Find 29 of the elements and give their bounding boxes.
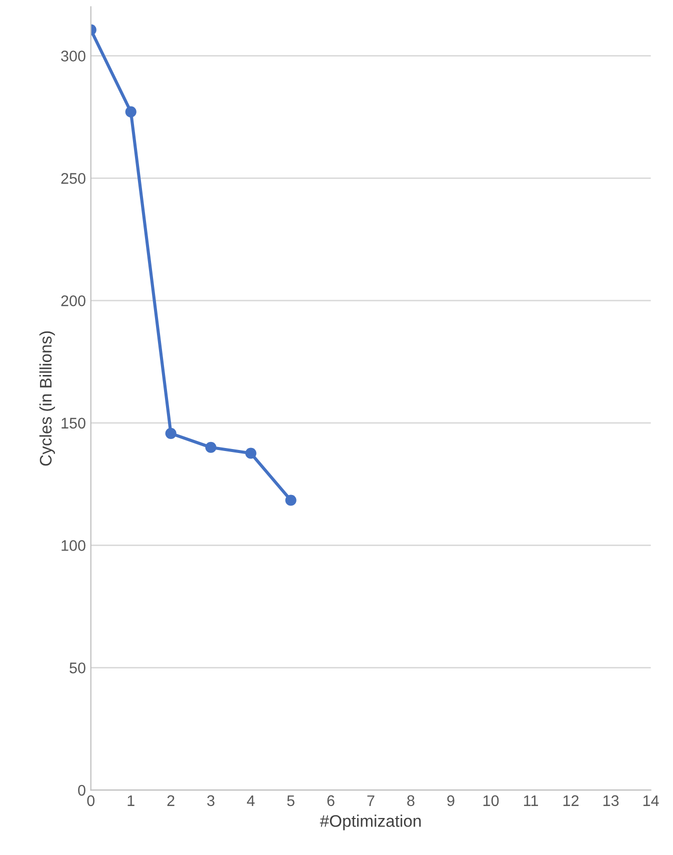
x-tick-label: 3: [207, 795, 214, 806]
x-tick-label: 11: [524, 795, 538, 806]
point: [165, 428, 176, 439]
y-tick-label: 100: [62, 540, 86, 551]
x-axis-title: #Optimization: [320, 814, 421, 830]
x-tick-label: 7: [367, 795, 374, 806]
x-tick-label: 5: [287, 795, 294, 806]
y-axis-title: Cycles (in Billions): [39, 331, 55, 466]
point: [245, 448, 256, 459]
x-tick-label: 14: [643, 795, 659, 806]
x-tick-label: 4: [246, 795, 255, 806]
y-tick-label: 300: [61, 50, 86, 62]
x-tick-label: 6: [327, 795, 334, 806]
x-tick-label: 10: [483, 795, 499, 806]
x-tick-label: 0: [87, 795, 95, 806]
y-tick-label: 50: [70, 662, 86, 674]
x-tick-label: 1: [128, 795, 134, 806]
x-tick-label: 2: [167, 795, 174, 806]
y-tick-label: 0: [78, 784, 86, 796]
y-tick-label: 150: [62, 418, 86, 429]
x-tick-label: 8: [407, 795, 414, 806]
x-tick-label: 12: [563, 795, 579, 806]
point: [205, 442, 216, 453]
x-tick-label: 13: [603, 795, 619, 806]
point: [125, 106, 136, 118]
point: [285, 494, 296, 506]
y-tick-label: 250: [61, 173, 86, 184]
x-tick-label: 9: [447, 795, 454, 806]
y-tick-label: 200: [61, 295, 86, 306]
